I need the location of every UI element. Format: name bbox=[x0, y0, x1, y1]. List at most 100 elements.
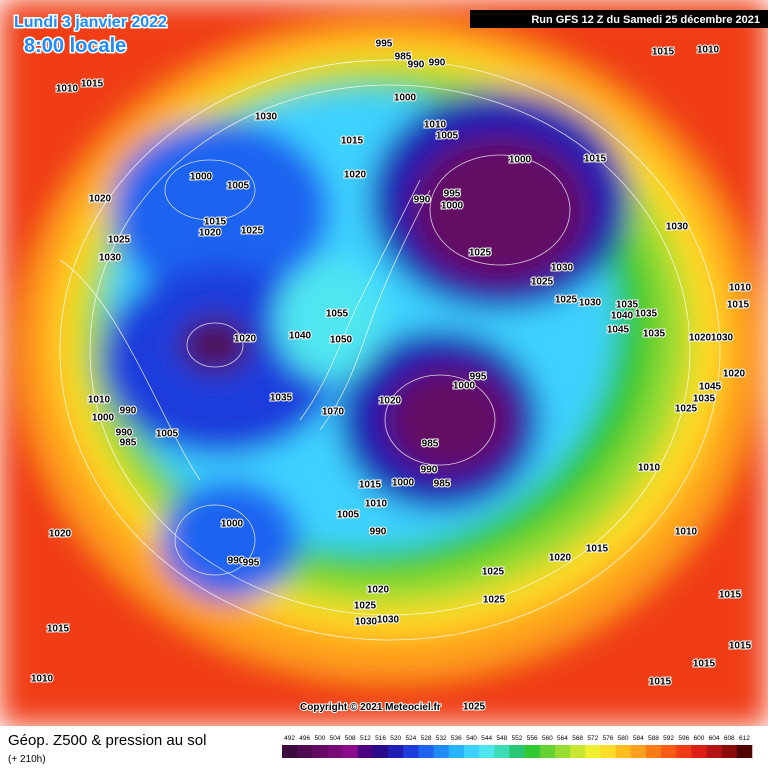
isobar-label: 1000 bbox=[92, 413, 115, 424]
isobar-label: 1015 bbox=[586, 544, 609, 555]
isobar-label: 1020 bbox=[199, 228, 222, 239]
isobar-label: 1025 bbox=[531, 277, 554, 288]
isobar-label: 1040 bbox=[611, 311, 634, 322]
colorbar-swatch bbox=[312, 745, 328, 758]
colorbar-swatch bbox=[585, 745, 601, 758]
isobar-label: 1025 bbox=[483, 595, 506, 606]
isobar-label: 1015 bbox=[204, 217, 227, 228]
colorbar-swatch bbox=[357, 745, 374, 758]
colorbar-swatch bbox=[494, 745, 510, 758]
run-info: Run GFS 12 Z du Samedi 25 décembre 2021 bbox=[531, 14, 760, 26]
isobar-label: 1020 bbox=[89, 194, 112, 205]
isobar-label: 1010 bbox=[697, 45, 720, 56]
isobar-label: 1020 bbox=[234, 334, 257, 345]
isobar-label: 1010 bbox=[638, 463, 661, 474]
colorbar-swatch bbox=[448, 745, 465, 758]
isobar-label: 1010 bbox=[424, 120, 447, 131]
isobar-label: 995 bbox=[243, 558, 260, 569]
isobar-label: 1025 bbox=[108, 235, 131, 246]
colorbar-swatch bbox=[630, 745, 647, 758]
colorbar-tick-label: 492 bbox=[284, 735, 295, 742]
colorbar-swatch bbox=[282, 745, 298, 758]
isobars bbox=[59, 59, 721, 641]
colorbar-tick-label: 536 bbox=[451, 735, 462, 742]
isobar-label: 1030 bbox=[579, 298, 602, 309]
isobar-label: 1020 bbox=[367, 585, 390, 596]
isobar-label: 990 bbox=[414, 195, 431, 206]
colorbar-tick-label: 548 bbox=[496, 735, 507, 742]
colorbar-tick-label: 532 bbox=[436, 735, 447, 742]
isobar-label: 1040 bbox=[289, 331, 312, 342]
isobar-label: 1020 bbox=[723, 369, 746, 380]
isobar-label: 1005 bbox=[436, 131, 459, 142]
colorbar-tick-label: 604 bbox=[709, 735, 720, 742]
isobar-label: 990 bbox=[116, 428, 133, 439]
colorbar-swatch bbox=[433, 745, 450, 758]
colorbar-tick-label: 528 bbox=[421, 735, 432, 742]
colorbar-tick-label: 524 bbox=[405, 735, 416, 742]
colorbar-swatch bbox=[524, 745, 541, 758]
colorbar-swatch bbox=[403, 745, 419, 758]
colorbar-swatch bbox=[327, 745, 343, 758]
colorbar-tick-label: 588 bbox=[648, 735, 659, 742]
colorbar-tick-label: 508 bbox=[345, 735, 356, 742]
colorbar-tick-label: 560 bbox=[542, 735, 553, 742]
isobar-label: 985 bbox=[422, 439, 439, 450]
colorbar-tick-label: 556 bbox=[527, 735, 538, 742]
colorbar-swatch bbox=[645, 745, 662, 758]
colorbar-tick-label: 544 bbox=[481, 735, 492, 742]
isobar-label: 995 bbox=[444, 189, 461, 200]
copyright: Copyright © 2021 Meteociel.fr bbox=[300, 702, 441, 713]
colorbar-tick-label: 520 bbox=[390, 735, 401, 742]
isobar-label: 1015 bbox=[727, 300, 750, 311]
colorbar-swatch bbox=[721, 745, 738, 758]
isobar-label: 1015 bbox=[693, 659, 716, 670]
colorbar-swatch bbox=[691, 745, 707, 758]
isobar-label: 1025 bbox=[241, 226, 264, 237]
isobar-label: 1035 bbox=[616, 300, 639, 311]
colorbar-tick-label: 612 bbox=[739, 735, 750, 742]
colorbar-swatch bbox=[372, 745, 389, 758]
isobar-label: 990 bbox=[370, 527, 387, 538]
isobar-label: 1010 bbox=[31, 674, 54, 685]
colorbar-tick-label: 512 bbox=[360, 735, 371, 742]
footer-title: Géop. Z500 & pression au sol bbox=[8, 732, 206, 749]
colorbar-tick-label: 564 bbox=[557, 735, 568, 742]
colorbar-tick-label: 584 bbox=[633, 735, 644, 742]
colorbar-swatch bbox=[676, 745, 692, 758]
isobar-label: 1045 bbox=[607, 325, 630, 336]
colorbar-swatch bbox=[615, 745, 632, 758]
isobar-label: 1015 bbox=[729, 641, 752, 652]
forecast-time: 8:00 locale bbox=[24, 35, 126, 57]
isobar-label: 1035 bbox=[693, 394, 716, 405]
isobar-label: 1030 bbox=[666, 222, 689, 233]
isobar-label: 1000 bbox=[221, 519, 244, 530]
isobar-label: 1030 bbox=[377, 615, 400, 626]
height-field bbox=[0, 0, 768, 726]
isobar-label: 1030 bbox=[99, 253, 122, 264]
colorbar-tick-label: 596 bbox=[678, 735, 689, 742]
isobar-label: 1010 bbox=[88, 395, 111, 406]
isobar-label: 1005 bbox=[227, 181, 250, 192]
colorbar-tick-label: 592 bbox=[663, 735, 674, 742]
colorbar-tick-label: 504 bbox=[330, 735, 341, 742]
colorbar-tick-label: 540 bbox=[466, 735, 477, 742]
colorbar-swatch bbox=[539, 745, 556, 758]
isobar-label: 1015 bbox=[47, 624, 70, 635]
isobar-label: 1025 bbox=[555, 295, 578, 306]
isobar-label: 1035 bbox=[643, 329, 666, 340]
isobar-label: 990 bbox=[429, 58, 446, 69]
colorbar-swatch bbox=[463, 745, 480, 758]
colorbar-swatch bbox=[418, 745, 434, 758]
colorbar-swatch bbox=[509, 745, 525, 758]
isobar-label: 1020 bbox=[344, 170, 367, 181]
colorbar-swatch bbox=[388, 745, 404, 758]
isobar-label: 1010 bbox=[365, 499, 388, 510]
isobar-label: 1025 bbox=[675, 404, 698, 415]
isobar-label: 1020 bbox=[379, 396, 402, 407]
isobar-label: 1030 bbox=[551, 263, 574, 274]
colorbar-tick-label: 600 bbox=[694, 735, 705, 742]
isobar-label: 990 bbox=[421, 465, 438, 476]
isobar-label: 1025 bbox=[354, 601, 377, 612]
